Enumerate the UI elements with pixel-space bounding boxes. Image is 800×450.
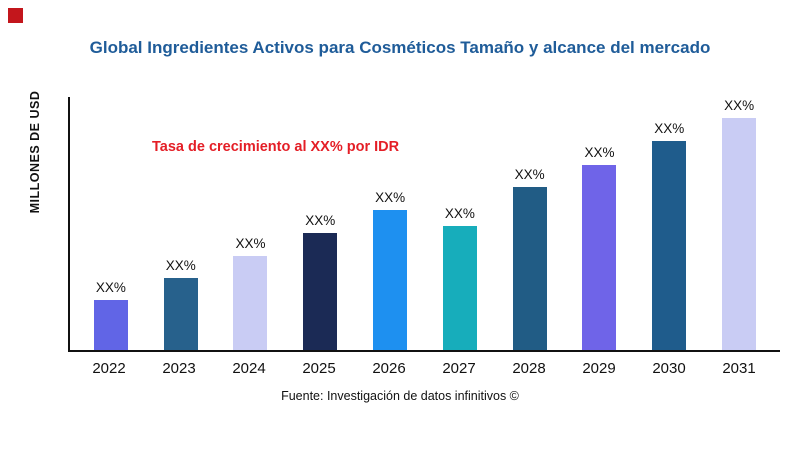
bar-group: XX% — [565, 97, 635, 350]
x-tick-label: 2022 — [92, 360, 126, 377]
bar-value-label: XX% — [654, 121, 685, 136]
bars-container: XX% XX% XX% XX% XX% XX% XX% XX% XX% XX% — [70, 97, 780, 350]
y-axis-label: MILLONES DE USD — [28, 90, 42, 214]
bar-value-label: XX% — [584, 145, 615, 160]
bar-group: XX% — [425, 97, 495, 350]
bar — [93, 300, 128, 350]
bar — [163, 278, 198, 350]
bar — [582, 165, 617, 350]
bar-group: XX% — [285, 97, 355, 350]
bar-value-label: XX% — [514, 167, 545, 182]
bar-group: XX% — [634, 97, 704, 350]
x-tick-label: 2026 — [372, 360, 406, 377]
x-tick-label: 2024 — [232, 360, 266, 377]
x-tick-label: 2031 — [722, 360, 756, 377]
bar-value-label: XX% — [724, 98, 755, 113]
red-corner-mark — [8, 8, 23, 23]
x-tick-label: 2023 — [162, 360, 196, 377]
bar — [652, 141, 687, 350]
x-tick-label: 2029 — [582, 360, 616, 377]
bar — [373, 210, 408, 350]
x-tick-label: 2030 — [652, 360, 686, 377]
bar-group: XX% — [216, 97, 286, 350]
plot-area: Tasa de crecimiento al XX% por IDR XX% XX… — [68, 97, 780, 352]
chart-title: Global Ingredientes Activos para Cosméti… — [89, 38, 711, 57]
bar — [722, 118, 757, 350]
x-tick-label: 2028 — [512, 360, 546, 377]
x-tick-label: 2025 — [302, 360, 336, 377]
bar-value-label: XX% — [444, 206, 475, 221]
bar — [442, 226, 477, 350]
bar-value-label: XX% — [95, 280, 126, 295]
x-axis-tick-labels: 2022 2023 2024 2025 2026 2027 2028 2029 2030 2031 — [68, 360, 780, 377]
bar-value-label: XX% — [305, 213, 336, 228]
source-attribution: Fuente: Investigación de datos infinitiv… — [281, 389, 519, 403]
x-tick-label: 2027 — [442, 360, 476, 377]
bar-value-label: XX% — [375, 190, 406, 205]
bar-group: XX% — [146, 97, 216, 350]
growth-rate-annotation: Tasa de crecimiento al XX% por IDR — [152, 139, 400, 155]
bar-group: XX% — [704, 97, 774, 350]
bar-value-label: XX% — [165, 258, 196, 273]
bar-group: XX% — [495, 97, 565, 350]
bar-value-label: XX% — [235, 236, 266, 251]
bar-group: XX% — [76, 97, 146, 350]
bar-group: XX% — [355, 97, 425, 350]
bar — [512, 187, 547, 350]
bar — [233, 256, 268, 350]
bar — [303, 233, 338, 350]
